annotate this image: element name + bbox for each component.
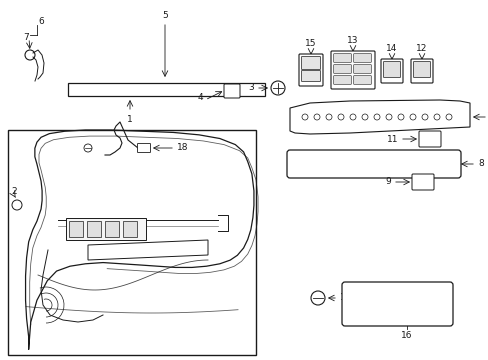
FancyBboxPatch shape bbox=[353, 65, 370, 73]
FancyBboxPatch shape bbox=[137, 144, 150, 153]
Text: 8: 8 bbox=[477, 159, 483, 168]
FancyBboxPatch shape bbox=[333, 65, 350, 73]
FancyBboxPatch shape bbox=[301, 71, 320, 81]
FancyBboxPatch shape bbox=[380, 59, 402, 83]
Text: 2: 2 bbox=[11, 188, 17, 197]
Text: 17: 17 bbox=[339, 293, 351, 302]
Bar bbox=[123, 221, 137, 237]
FancyBboxPatch shape bbox=[298, 54, 323, 86]
Polygon shape bbox=[289, 100, 469, 134]
Text: 15: 15 bbox=[305, 39, 316, 48]
Text: 18: 18 bbox=[177, 144, 188, 153]
Text: 16: 16 bbox=[401, 331, 412, 340]
FancyBboxPatch shape bbox=[353, 76, 370, 84]
Text: 3: 3 bbox=[248, 84, 253, 93]
FancyBboxPatch shape bbox=[413, 62, 429, 77]
Text: 14: 14 bbox=[386, 44, 397, 53]
FancyBboxPatch shape bbox=[224, 84, 240, 98]
FancyBboxPatch shape bbox=[383, 62, 400, 77]
Bar bbox=[8, 130, 256, 355]
FancyBboxPatch shape bbox=[353, 54, 370, 62]
FancyBboxPatch shape bbox=[330, 51, 374, 89]
Text: 13: 13 bbox=[346, 36, 358, 45]
Text: 11: 11 bbox=[386, 135, 397, 144]
Text: 5: 5 bbox=[162, 10, 167, 19]
FancyBboxPatch shape bbox=[418, 131, 440, 147]
Text: 6: 6 bbox=[38, 18, 43, 27]
Bar bbox=[66, 218, 146, 240]
Text: 9: 9 bbox=[385, 177, 390, 186]
FancyBboxPatch shape bbox=[301, 57, 320, 69]
FancyBboxPatch shape bbox=[68, 83, 264, 96]
Text: 12: 12 bbox=[415, 44, 427, 53]
Bar bbox=[69, 221, 83, 237]
FancyBboxPatch shape bbox=[333, 54, 350, 62]
Bar bbox=[87, 221, 101, 237]
Bar bbox=[105, 221, 119, 237]
Text: 4: 4 bbox=[197, 93, 203, 102]
FancyBboxPatch shape bbox=[410, 59, 432, 83]
FancyBboxPatch shape bbox=[286, 150, 460, 178]
Text: 7: 7 bbox=[23, 33, 29, 42]
FancyBboxPatch shape bbox=[341, 282, 452, 326]
FancyBboxPatch shape bbox=[333, 76, 350, 84]
FancyBboxPatch shape bbox=[411, 174, 433, 190]
Text: 1: 1 bbox=[127, 115, 133, 124]
